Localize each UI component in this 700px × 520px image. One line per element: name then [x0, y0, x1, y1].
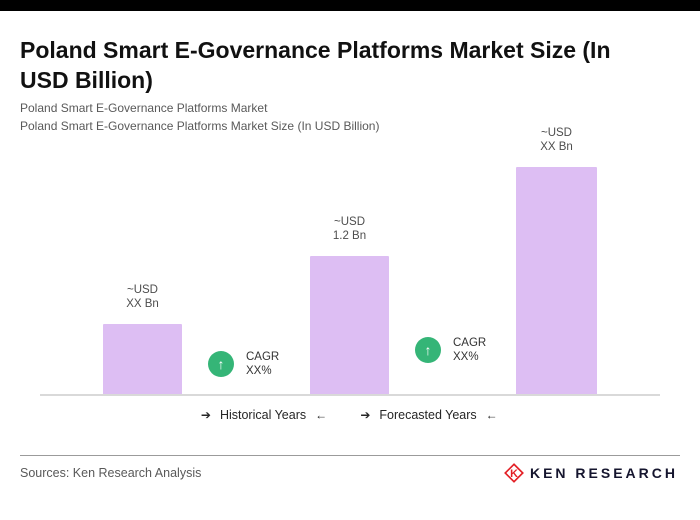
bar	[310, 256, 389, 395]
axis-group-forecasted: ➔ Forecasted Years ←	[309, 408, 549, 422]
ken-research-logo-icon: K	[504, 463, 524, 483]
bar-value-line1: ~USD	[540, 127, 572, 139]
bar-value-label: ~USD 1.2 Bn	[333, 215, 366, 243]
left-arrow-icon: ←	[485, 408, 498, 422]
bar	[103, 324, 182, 395]
ken-research-logo-text: KEN RESEARCH	[529, 465, 678, 481]
sources-text: Sources: Ken Research Analysis	[20, 466, 202, 480]
bar-chart: ~USD XX Bn ~USD 1.2 Bn ~USD XX Bn ↑ CAGR…	[0, 118, 700, 430]
bar-value-line1: ~USD	[334, 216, 365, 228]
page-title: Poland Smart E-Governance Platforms Mark…	[20, 37, 611, 94]
bar-value-line2: XX Bn	[540, 141, 573, 153]
bar	[516, 167, 597, 395]
right-arrow-icon: ➔	[360, 408, 371, 422]
cagr-line1: CAGR	[453, 337, 487, 349]
axis-group-historical: ➔ Historical Years ←	[144, 408, 384, 422]
left-arrow-icon: ←	[315, 408, 328, 422]
cagr-annotation-2: ↑ CAGR XX%	[415, 336, 486, 364]
bar-group-forecast: ~USD XX Bn	[496, 126, 617, 395]
growth-arrow-icon: ↑	[415, 337, 441, 363]
axis-group-label: Forecasted Years	[379, 408, 477, 422]
cagr-line1: CAGR	[246, 351, 280, 363]
svg-text:K: K	[510, 468, 518, 480]
top-accent-bar	[0, 0, 700, 11]
right-arrow-icon: ➔	[200, 408, 211, 422]
axis-group-label: Historical Years	[219, 408, 307, 422]
chart-subtitle-1: Poland Smart E-Governance Platforms Mark…	[20, 101, 268, 115]
cagr-annotation-1: ↑ CAGR XX%	[208, 350, 279, 378]
footer-divider	[20, 455, 680, 456]
bar-value-line2: 1.2 Bn	[332, 230, 367, 242]
bar-value-line2: XX Bn	[126, 298, 159, 310]
bar-value-label: ~USD XX Bn	[540, 126, 573, 154]
bar-value-line1: ~USD	[126, 284, 158, 296]
bar-group-historical: ~USD XX Bn	[83, 283, 202, 395]
cagr-line2: XX%	[453, 351, 479, 363]
cagr-label: CAGR XX%	[246, 350, 279, 378]
growth-arrow-icon: ↑	[208, 351, 234, 377]
cagr-label: CAGR XX%	[453, 336, 486, 364]
bar-value-label: ~USD XX Bn	[126, 283, 159, 311]
bar-group-current: ~USD 1.2 Bn	[290, 215, 409, 395]
chart-subtitle-2: Poland Smart E-Governance Platforms Mark…	[20, 119, 380, 133]
x-axis-line	[40, 394, 660, 396]
cagr-line2: XX%	[246, 365, 272, 377]
ken-research-logo: K KEN RESEARCH	[504, 463, 678, 483]
